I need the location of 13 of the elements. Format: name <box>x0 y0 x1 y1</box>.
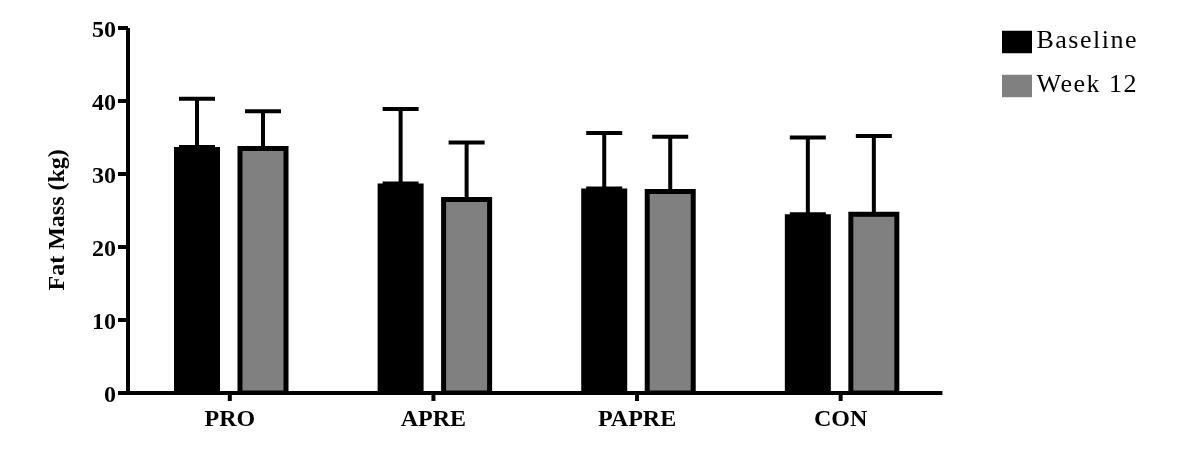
x-tick-label: CON <box>813 405 868 432</box>
y-axis-title: Fat Mass (kg) <box>42 149 69 291</box>
legend-label: Baseline <box>1036 25 1138 54</box>
y-tick-label: 20 <box>92 234 116 261</box>
y-tick-label: 40 <box>92 88 116 115</box>
y-tick-label: 30 <box>92 161 116 188</box>
x-tick-label: PRO <box>204 405 256 432</box>
x-tick-label: PAPRE <box>597 405 677 432</box>
y-tick-label: 0 <box>104 380 116 407</box>
x-tick-label: APRE <box>400 405 467 432</box>
y-tick-label: 10 <box>92 307 116 334</box>
y-tick-label: 50 <box>92 15 116 42</box>
legend-label: Week 12 <box>1036 69 1138 98</box>
